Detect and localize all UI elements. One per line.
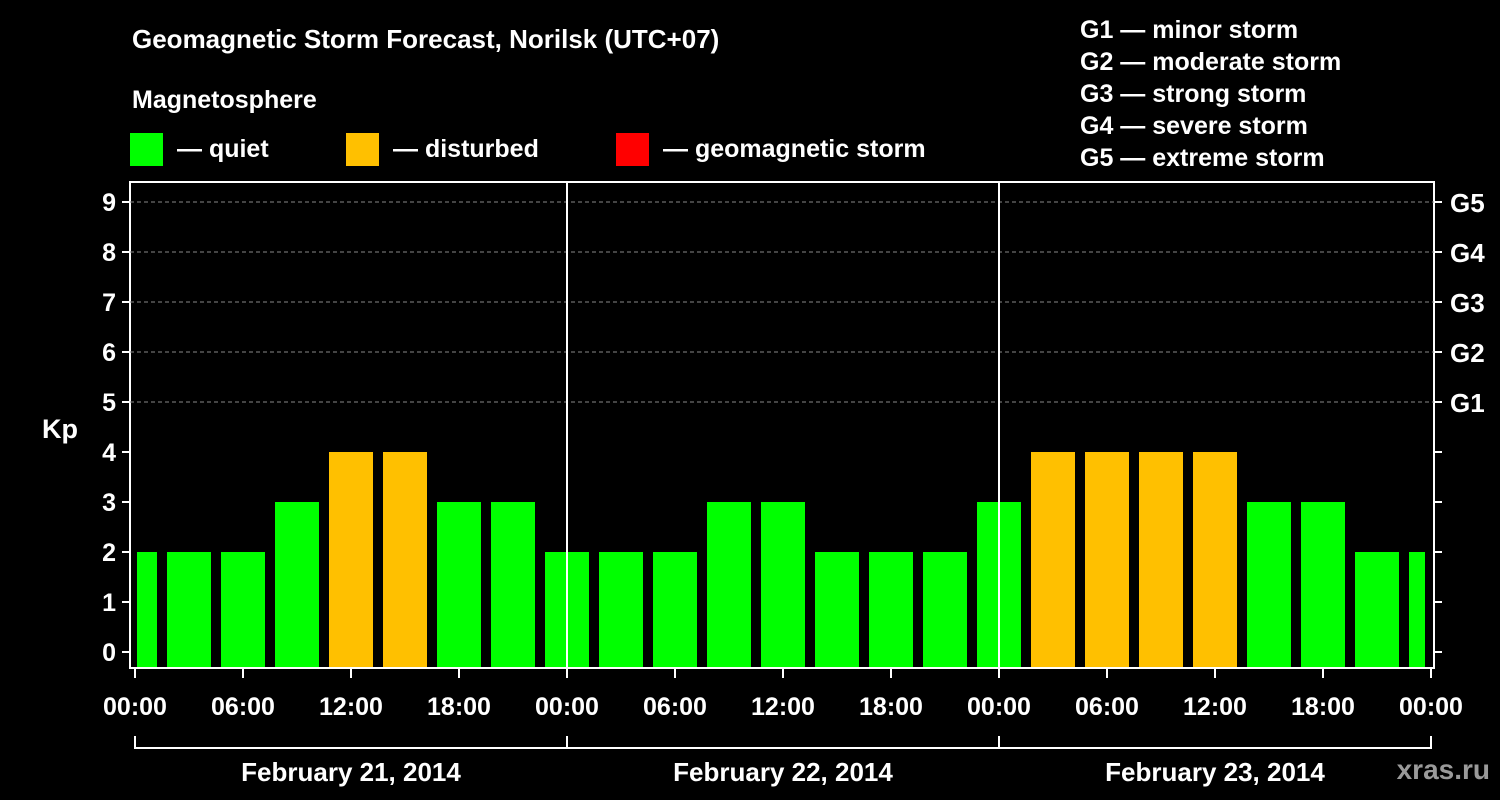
legend-label-quiet: — quiet xyxy=(177,134,269,163)
x-tick-label: 00:00 xyxy=(103,693,167,721)
y-tick-label: 7 xyxy=(102,289,116,317)
legend-item-disturbed: — disturbed xyxy=(346,132,539,166)
kp-bar xyxy=(653,552,697,667)
y-tick-label: 2 xyxy=(102,539,116,567)
chart-title: Geomagnetic Storm Forecast, Norilsk (UTC… xyxy=(132,24,720,54)
x-tick-label: 06:00 xyxy=(643,693,707,721)
y-tick-label: 4 xyxy=(102,439,116,467)
kp-bar xyxy=(599,552,643,667)
storm-level-tick-label: G3 xyxy=(1450,288,1485,318)
kp-bar xyxy=(1031,452,1075,667)
kp-bar xyxy=(1355,552,1399,667)
day-label: February 21, 2014 xyxy=(241,757,461,787)
watermark: xras.ru xyxy=(1396,754,1490,785)
storm-level-tick-label: G5 xyxy=(1450,188,1485,218)
y-tick-label: 0 xyxy=(102,639,116,667)
y-tick-label: 1 xyxy=(102,589,116,617)
kp-bar xyxy=(491,502,535,667)
x-tick-label: 18:00 xyxy=(427,693,491,721)
kp-bar xyxy=(1409,552,1425,667)
x-tick-label: 18:00 xyxy=(859,693,923,721)
kp-bar xyxy=(437,502,481,667)
y-axis-label: Kp xyxy=(42,414,78,444)
kp-bar xyxy=(815,552,859,667)
x-tick-label: 00:00 xyxy=(1399,693,1463,721)
kp-bar xyxy=(221,552,265,667)
y-tick-label: 5 xyxy=(102,389,116,417)
legend-item-quiet: — quiet xyxy=(130,132,269,166)
legend-title: Magnetosphere xyxy=(132,86,317,114)
x-tick-label: 12:00 xyxy=(1183,693,1247,721)
x-tick-label: 06:00 xyxy=(1075,693,1139,721)
storm-level-g4: G4 — severe storm xyxy=(1080,112,1308,140)
kp-bar xyxy=(869,552,913,667)
y-tick-label: 6 xyxy=(102,339,116,367)
x-tick-label: 12:00 xyxy=(751,693,815,721)
day-label: February 23, 2014 xyxy=(1105,757,1325,787)
day-label: February 22, 2014 xyxy=(673,757,893,787)
storm-level-legend: G1 — minor storm G2 — moderate storm G3 … xyxy=(1080,14,1341,174)
kp-bar xyxy=(761,502,805,667)
x-tick-label: 12:00 xyxy=(319,693,383,721)
kp-bar xyxy=(707,502,751,667)
x-tick-label: 00:00 xyxy=(535,693,599,721)
storm-level-tick-label: G1 xyxy=(1450,388,1485,418)
kp-bar xyxy=(329,452,373,667)
legend-item-storm: — geomagnetic storm xyxy=(616,132,926,166)
kp-bar xyxy=(1139,452,1183,667)
legend-swatch-storm xyxy=(616,132,649,166)
storm-level-g5: G5 — extreme storm xyxy=(1080,144,1325,172)
x-tick-label: 00:00 xyxy=(967,693,1031,721)
y-tick-label: 3 xyxy=(102,489,116,517)
legend-swatch-disturbed xyxy=(346,132,379,166)
y-tick-label: 8 xyxy=(102,239,116,267)
storm-level-tick-label: G4 xyxy=(1450,238,1485,268)
kp-bar xyxy=(1301,502,1345,667)
kp-bar xyxy=(383,452,427,667)
storm-level-g3: G3 — strong storm xyxy=(1080,80,1307,108)
kp-bar xyxy=(1085,452,1129,667)
legend-swatch-quiet xyxy=(130,132,163,166)
x-tick-label: 18:00 xyxy=(1291,693,1355,721)
kp-bar xyxy=(1193,452,1237,667)
storm-level-tick-label: G2 xyxy=(1450,338,1485,368)
kp-bar xyxy=(137,552,157,667)
legend-label-storm: — geomagnetic storm xyxy=(663,134,926,163)
kp-bar xyxy=(923,552,967,667)
legend-label-disturbed: — disturbed xyxy=(393,134,539,163)
y-tick-label: 9 xyxy=(102,189,116,217)
kp-bar xyxy=(167,552,211,667)
storm-level-g1: G1 — minor storm xyxy=(1080,16,1299,44)
storm-level-g2: G2 — moderate storm xyxy=(1080,48,1342,76)
kp-bar xyxy=(1247,502,1291,667)
kp-bar xyxy=(275,502,319,667)
x-tick-label: 06:00 xyxy=(211,693,275,721)
